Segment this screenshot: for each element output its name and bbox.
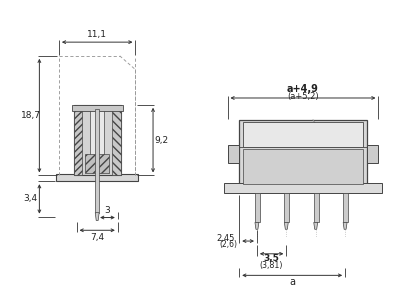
Bar xyxy=(85,154,109,173)
Text: (a+5,2): (a+5,2) xyxy=(287,92,319,100)
Bar xyxy=(224,183,382,193)
Text: 3,5: 3,5 xyxy=(264,254,279,263)
Text: 7,4: 7,4 xyxy=(90,233,104,242)
Bar xyxy=(243,149,363,184)
Polygon shape xyxy=(314,222,318,229)
Polygon shape xyxy=(255,222,259,229)
Bar xyxy=(112,105,121,175)
Polygon shape xyxy=(284,222,288,229)
Bar xyxy=(74,105,82,175)
Text: a+4,9: a+4,9 xyxy=(287,84,319,94)
Bar xyxy=(243,121,363,147)
Bar xyxy=(255,193,260,222)
Text: (3,81): (3,81) xyxy=(260,261,284,270)
Bar xyxy=(74,105,121,175)
Text: 9,2: 9,2 xyxy=(155,136,169,145)
Bar xyxy=(314,193,319,222)
Bar xyxy=(343,193,348,222)
Bar xyxy=(90,109,104,168)
Bar xyxy=(72,105,123,111)
Bar xyxy=(284,193,289,222)
Text: (2,6): (2,6) xyxy=(220,241,237,249)
Bar xyxy=(367,145,379,163)
Bar xyxy=(95,109,99,213)
Text: 3: 3 xyxy=(104,206,110,215)
Text: 2,45: 2,45 xyxy=(216,234,235,243)
Text: 18,7: 18,7 xyxy=(20,111,40,120)
Text: 11,1: 11,1 xyxy=(87,30,107,39)
Text: 3,4: 3,4 xyxy=(24,194,38,203)
Text: a: a xyxy=(289,277,295,287)
Bar xyxy=(228,145,239,163)
Bar xyxy=(56,174,138,181)
Polygon shape xyxy=(343,222,347,229)
Bar xyxy=(239,120,367,188)
Polygon shape xyxy=(95,213,99,220)
